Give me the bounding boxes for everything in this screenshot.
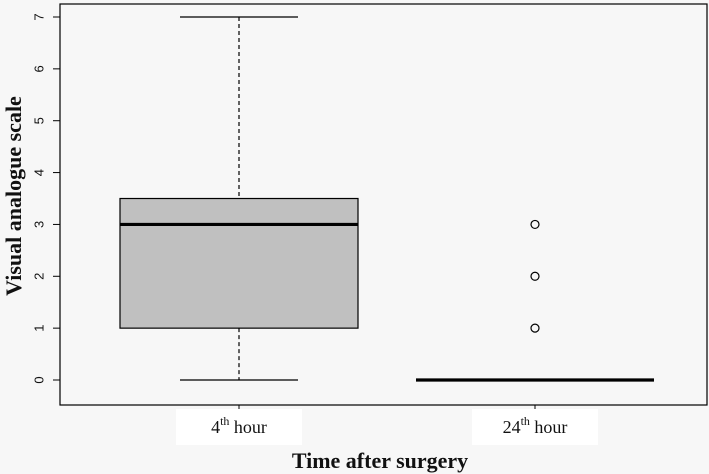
box-group-1 xyxy=(119,16,359,381)
plot-frame xyxy=(59,3,708,406)
x-tick-label: 4th hour xyxy=(211,414,267,437)
x-tick-label-bg xyxy=(176,409,302,445)
y-axis-title: Visual analogue scale xyxy=(1,96,26,296)
y-tick-label: 1 xyxy=(31,325,46,332)
y-tick-label: 5 xyxy=(31,117,46,124)
outlier-point xyxy=(530,271,540,281)
y-tick-label: 3 xyxy=(31,221,46,228)
outlier-point xyxy=(530,323,540,333)
x-axis: 4th hour 24th hour xyxy=(176,405,598,445)
x-tick-label-bg xyxy=(472,409,598,445)
boxes xyxy=(119,16,654,382)
y-axis: 0 1 2 3 4 5 6 7 xyxy=(31,13,60,384)
x-tick-label: 24th hour xyxy=(503,414,568,437)
y-tick-label: 7 xyxy=(31,13,46,20)
y-tick-label: 2 xyxy=(31,273,46,280)
box-group-2 xyxy=(416,219,654,382)
y-tick-label: 6 xyxy=(31,65,46,72)
y-tick-label: 4 xyxy=(31,169,46,176)
y-tick-label: 0 xyxy=(31,376,46,383)
iqr-box xyxy=(119,197,359,329)
x-axis-title: Time after surgery xyxy=(292,448,468,473)
outlier-point xyxy=(530,219,540,230)
